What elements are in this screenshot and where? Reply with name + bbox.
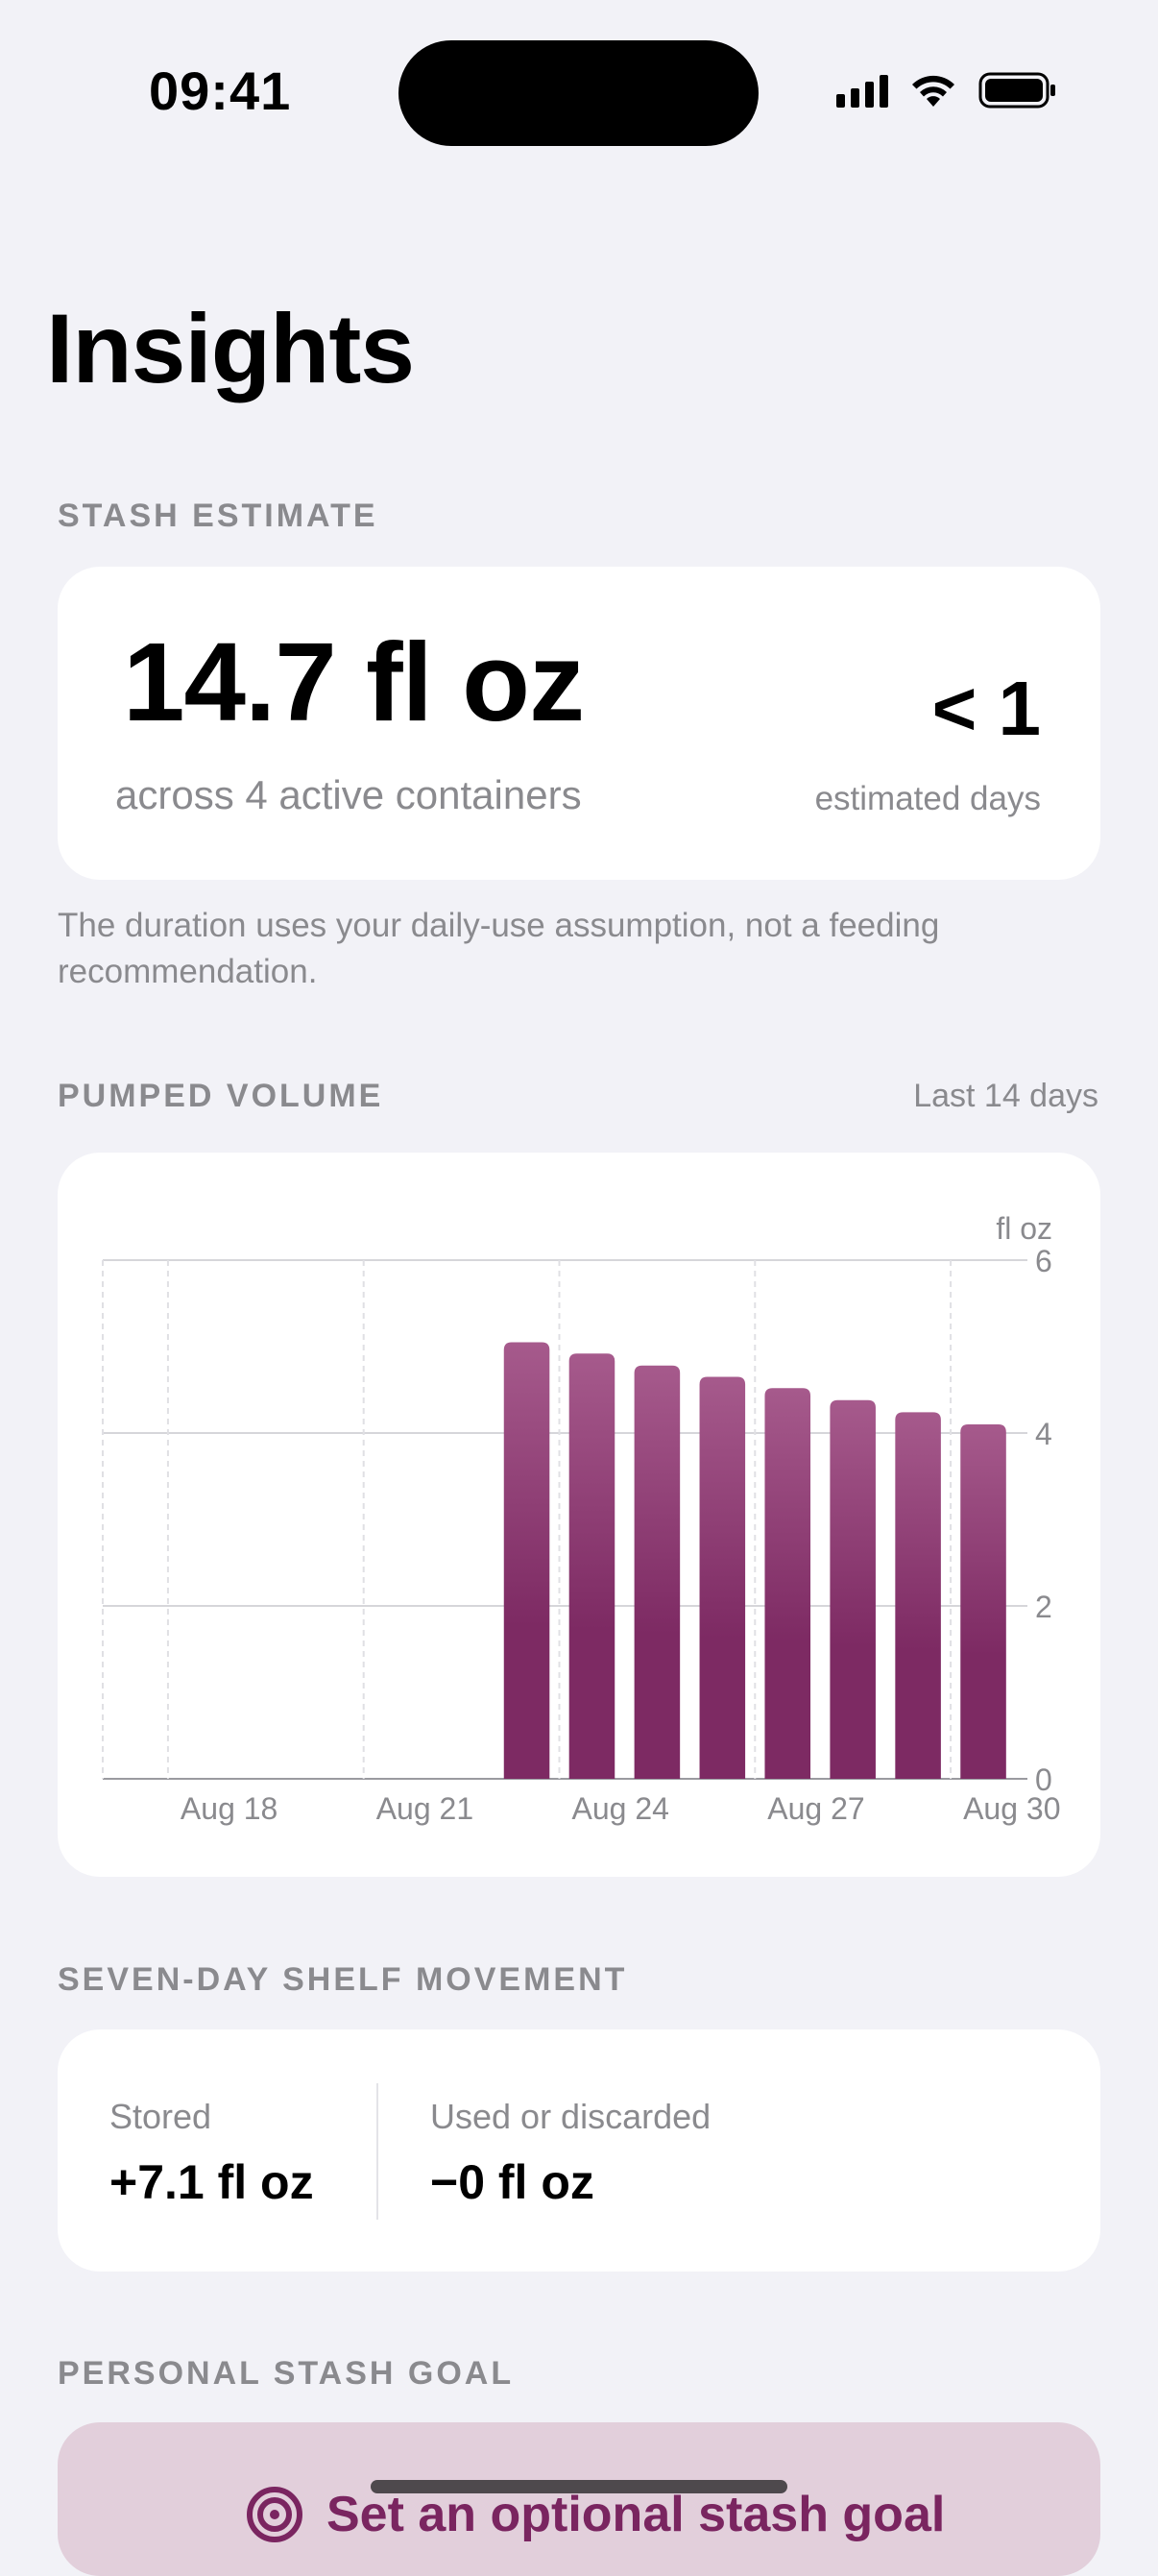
target-icon	[247, 2487, 302, 2542]
x-tick-label: Aug 30	[963, 1791, 1060, 1826]
stash-amount: 14.7 fl oz	[123, 620, 585, 744]
volume-bar[interactable]	[568, 1353, 615, 1779]
estimated-days-label: estimated days	[814, 780, 1041, 817]
volume-bar[interactable]	[634, 1365, 681, 1779]
home-indicator	[371, 2480, 787, 2493]
volume-bar[interactable]	[764, 1388, 811, 1779]
used-stat: Used or discarded −0 fl oz	[430, 2097, 711, 2210]
pumped-volume-chart: 0 2 4 6fl oz Aug 18 Aug 21 Aug 24 Aug 27 Aug 30	[102, 1211, 1060, 1826]
status-icons	[836, 71, 1057, 109]
y-tick-label: 0	[1035, 1762, 1052, 1797]
y-tick-label: 2	[1035, 1590, 1052, 1624]
battery-icon	[978, 72, 1055, 109]
wifi-icon	[912, 75, 954, 107]
stored-stat: Stored +7.1 fl oz	[109, 2097, 314, 2210]
y-unit-label: fl oz	[996, 1211, 1052, 1246]
stash-estimate-card: 14.7 fl oz across 4 active containers < …	[58, 567, 1100, 880]
x-tick-label: Aug 24	[572, 1791, 669, 1826]
stash-note: The duration uses your daily-use assumpt…	[58, 907, 940, 990]
shelf-divider	[376, 2083, 378, 2220]
y-tick-label: 4	[1035, 1417, 1052, 1451]
stored-value: +7.1 fl oz	[109, 2155, 314, 2209]
personal-goal-header: PERSONAL STASH GOAL	[58, 2355, 515, 2392]
set-goal-label: Set an optional stash goal	[326, 2487, 946, 2542]
volume-bar[interactable]	[830, 1399, 876, 1779]
volume-bar[interactable]	[960, 1424, 1006, 1779]
status-bar: 09:41	[0, 0, 1158, 182]
estimated-days-value: < 1	[931, 666, 1041, 751]
stash-subtitle: across 4 active containers	[115, 772, 582, 817]
set-goal-button[interactable]: Set an optional stash goal	[58, 2422, 1100, 2576]
pumped-volume-header: PUMPED VOLUME	[58, 1078, 384, 1114]
pumped-volume-range: Last 14 days	[913, 1078, 1098, 1114]
stored-label: Stored	[109, 2097, 212, 2136]
volume-bar[interactable]	[895, 1412, 941, 1779]
cellular-signal-icon	[836, 73, 888, 108]
stash-estimate-header: STASH ESTIMATE	[58, 498, 378, 534]
shelf-movement-card: Stored +7.1 fl oz Used or discarded −0 f…	[58, 2029, 1100, 2272]
volume-bar[interactable]	[699, 1376, 746, 1780]
page-title: Insights	[46, 294, 415, 403]
volume-bar[interactable]	[503, 1342, 550, 1780]
x-tick-label: Aug 21	[376, 1791, 473, 1826]
pumped-volume-chart-card: 0 2 4 6 fl oz Aug 18 Aug 21 Aug 24 Aug 27 Aug 30	[58, 1153, 1100, 1877]
set-goal-content[interactable]: Set an optional stash goal	[246, 2486, 945, 2543]
x-tick-label: Aug 18	[181, 1791, 277, 1826]
dynamic-island	[398, 40, 759, 146]
used-value: −0 fl oz	[430, 2155, 594, 2209]
y-tick-label: 6	[1035, 1244, 1052, 1278]
status-time: 09:41	[149, 61, 292, 121]
x-tick-label: Aug 27	[767, 1791, 864, 1826]
used-label: Used or discarded	[430, 2097, 712, 2136]
shelf-movement-header: SEVEN-DAY SHELF MOVEMENT	[58, 1961, 628, 1998]
